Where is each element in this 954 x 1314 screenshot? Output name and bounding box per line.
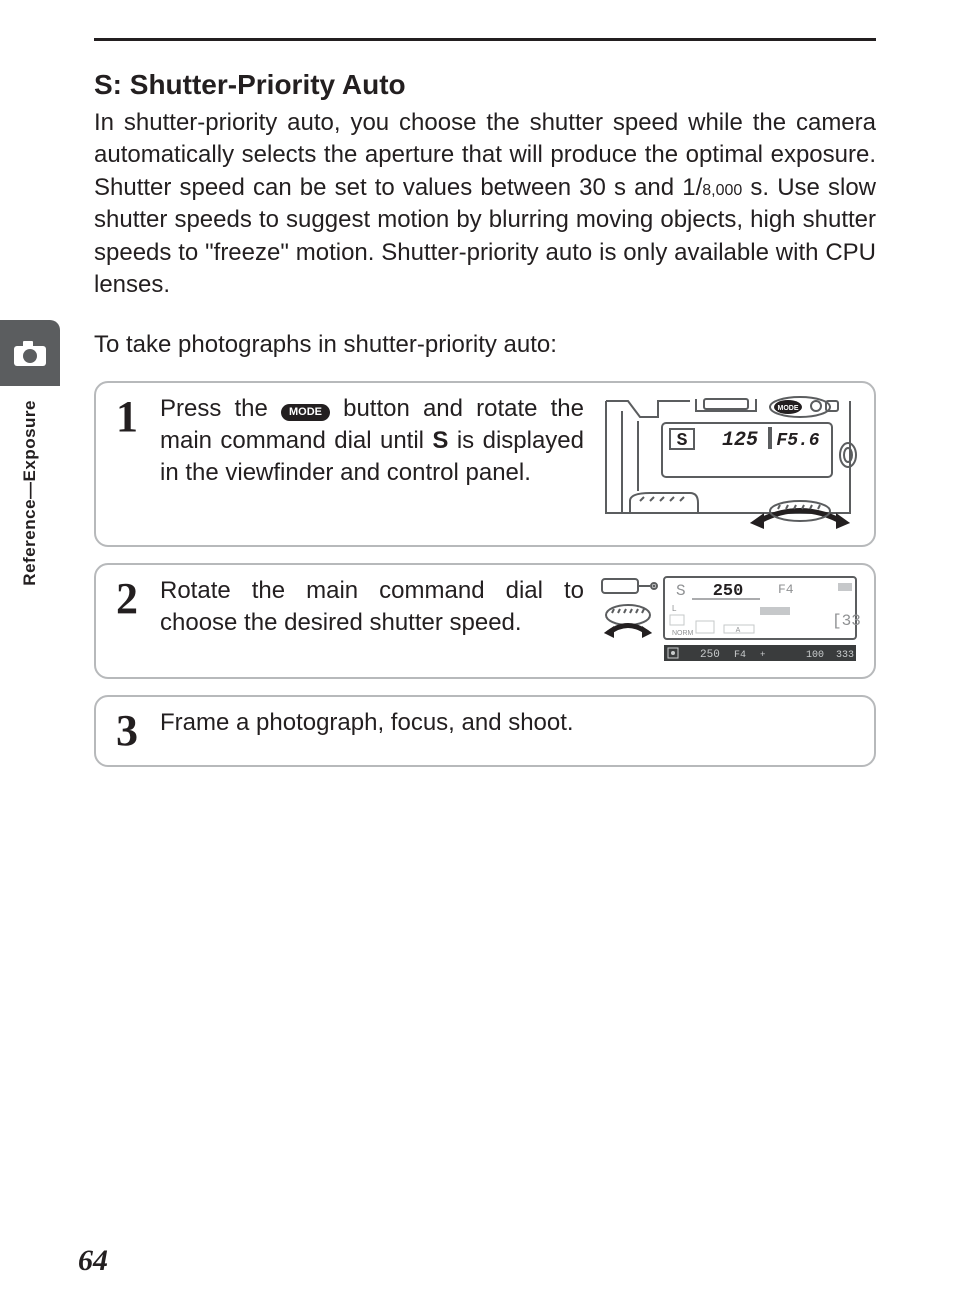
step2-figure: S 250 F4 L NORM A [333]	[600, 575, 860, 665]
step-number: 3	[110, 709, 144, 753]
fraction-numerator: 1	[682, 174, 695, 201]
svg-text:L: L	[672, 604, 677, 613]
lead-out: To take photographs in shutter-priority …	[94, 331, 876, 359]
svg-text:+: +	[760, 650, 765, 660]
step-2: 2 Rotate the main command dial to choose…	[94, 563, 876, 679]
vf-count: 333	[836, 650, 854, 661]
vf-aperture: F4	[734, 650, 746, 661]
lcd-shutter: 125	[722, 429, 758, 452]
step1-bold: S	[432, 427, 448, 454]
lcd-aperture: F5.6	[776, 431, 819, 451]
section-title: S: Shutter-Priority Auto	[94, 69, 876, 101]
step-2-text: Rotate the main command dial to choose t…	[160, 575, 584, 638]
steps-list: 1 Press the MODE button and rotate the m…	[94, 381, 876, 767]
svg-text:A: A	[736, 627, 741, 634]
section-body: In shutter-priority auto, you choose the…	[94, 107, 876, 301]
lcd2-mode: S	[676, 582, 686, 600]
step-3-text: Frame a photograph, focus, and shoot.	[160, 707, 860, 739]
top-rule	[94, 38, 876, 41]
lcd2-count: [333]	[832, 612, 860, 630]
step3-text: Frame a photograph, focus, and shoot.	[160, 709, 574, 736]
lcd2-shutter: 250	[713, 582, 744, 601]
page-body: S: Shutter-Priority Auto In shutter-prio…	[0, 0, 954, 1314]
lcd2-norm: NORM	[672, 630, 694, 637]
step-1: 1 Press the MODE button and rotate the m…	[94, 381, 876, 547]
fraction-denominator: 8,000	[702, 182, 742, 199]
lcd-panel-illustration: S 250 F4 L NORM A [333]	[600, 575, 860, 665]
step-1-text: Press the MODE button and rotate the mai…	[160, 393, 584, 488]
vf-iso: 100	[806, 650, 824, 661]
step2-text: Rotate the main command dial to choose t…	[160, 577, 584, 636]
page-number: 64	[78, 1244, 108, 1278]
mode-label-on-camera: MODE	[778, 405, 799, 412]
lcd2-aperture: F4	[778, 582, 794, 597]
vf-shutter: 250	[700, 649, 720, 661]
lcd-mode: S	[677, 431, 688, 451]
step-number: 1	[110, 395, 144, 439]
camera-top-illustration: MODE S 125 F5.6	[600, 393, 860, 533]
step-number: 2	[110, 577, 144, 621]
step1-figure: MODE S 125 F5.6	[600, 393, 860, 533]
step1-pre: Press the	[160, 395, 281, 422]
step-3: 3 Frame a photograph, focus, and shoot.	[94, 695, 876, 767]
mode-button-icon: MODE	[281, 404, 330, 421]
